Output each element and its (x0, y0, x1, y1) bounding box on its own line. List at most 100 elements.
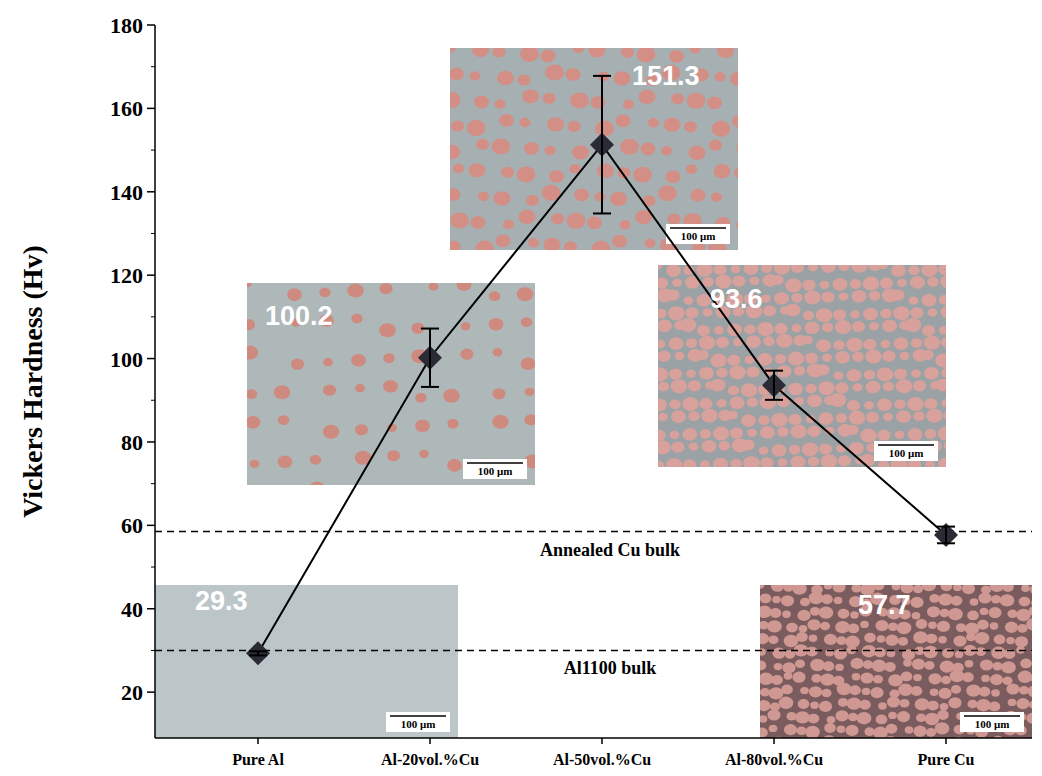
error-bar (937, 527, 955, 544)
grain (594, 192, 605, 202)
grain (810, 607, 820, 616)
grain (852, 290, 867, 303)
y-tick (147, 441, 155, 443)
grain (850, 279, 861, 289)
grain (888, 622, 898, 631)
grain (925, 429, 936, 439)
grain (517, 287, 534, 301)
grain (519, 118, 530, 128)
grain (835, 621, 850, 633)
grain (935, 354, 946, 368)
grain (913, 726, 926, 737)
grain (941, 368, 946, 378)
grain (741, 439, 754, 450)
grain (671, 410, 686, 423)
grain (980, 608, 989, 615)
grain (686, 369, 696, 377)
grain (887, 696, 900, 707)
grain (544, 238, 561, 250)
grain (1019, 686, 1029, 695)
grain (809, 686, 822, 697)
grain (778, 458, 788, 466)
grain (712, 121, 731, 137)
grain (684, 121, 697, 132)
grain (475, 240, 494, 250)
grain (835, 382, 848, 393)
grain (925, 460, 935, 467)
grain (927, 606, 940, 617)
grain (492, 138, 511, 154)
grain (803, 336, 813, 344)
grain (772, 275, 783, 285)
grain (247, 283, 252, 287)
grain (794, 366, 805, 376)
grain (796, 632, 808, 642)
y-minor-tick (151, 150, 155, 151)
grain (415, 419, 430, 432)
grain (882, 319, 897, 332)
grain (863, 308, 878, 321)
y-tick-label: 20 (121, 680, 143, 705)
grain (590, 96, 605, 109)
grain (845, 725, 858, 736)
grain (784, 635, 799, 647)
data-marker (246, 641, 270, 665)
y-minor-tick (151, 650, 155, 651)
grain (540, 50, 555, 63)
grain (810, 702, 819, 709)
grain (670, 431, 680, 439)
grain (644, 238, 655, 248)
grain (450, 145, 460, 159)
grain (760, 585, 764, 589)
error-bar-cap (421, 386, 439, 388)
grain (758, 415, 769, 425)
grain (355, 424, 368, 435)
grain (379, 323, 396, 337)
grain (730, 72, 738, 86)
grain (799, 625, 808, 632)
data-label: 151.3 (632, 61, 700, 91)
y-tick-label: 120 (110, 263, 143, 288)
grain (614, 71, 631, 85)
grain (928, 622, 937, 629)
grain (981, 675, 990, 682)
grain (731, 265, 741, 273)
grain (741, 383, 758, 397)
grain (853, 383, 863, 391)
micrograph-inset (247, 283, 535, 485)
grain (1026, 713, 1032, 724)
y-tick (147, 24, 155, 26)
grain (938, 427, 946, 441)
grain (891, 265, 906, 277)
grain (925, 713, 940, 725)
grain (759, 446, 769, 454)
y-tick-label: 140 (110, 180, 143, 205)
grain (882, 351, 895, 362)
y-tick-label: 100 (110, 347, 143, 372)
grain (714, 72, 725, 82)
grain (821, 689, 831, 698)
grain (850, 310, 860, 318)
grain (278, 455, 293, 468)
grain (786, 712, 796, 721)
grain (447, 459, 462, 472)
grain (524, 414, 535, 425)
grain (852, 321, 865, 332)
grain (760, 673, 773, 685)
grain (472, 48, 489, 57)
grain (988, 607, 1001, 618)
grain (658, 185, 677, 201)
grain (702, 440, 717, 453)
grain (1028, 685, 1032, 697)
grain (951, 596, 963, 606)
grain (795, 659, 805, 668)
grain (310, 455, 321, 465)
grain (658, 319, 672, 332)
grain (806, 647, 818, 657)
grain (776, 334, 793, 348)
grain (450, 92, 460, 108)
grain (710, 354, 727, 368)
grain (857, 712, 872, 724)
grain (792, 585, 807, 595)
grain (962, 585, 975, 594)
